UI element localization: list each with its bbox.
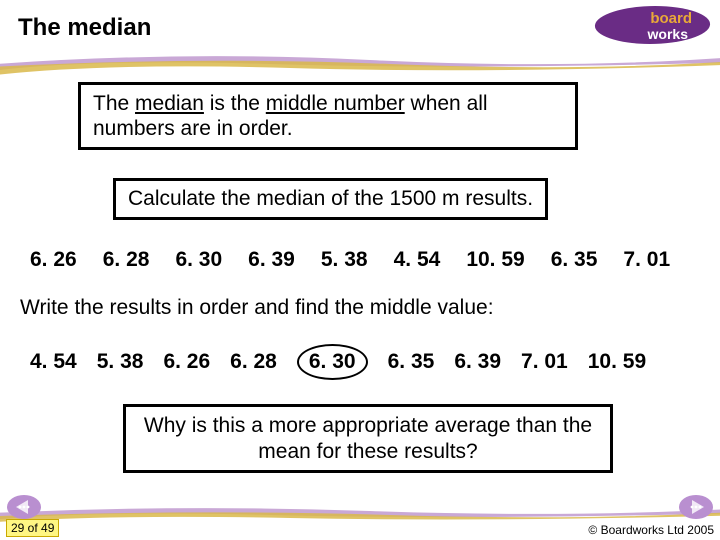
sorted-value: 7. 01	[521, 350, 568, 374]
unsorted-value: 6. 30	[175, 248, 222, 272]
unsorted-value: 10. 59	[466, 248, 524, 272]
instruction-text: Write the results in order and find the …	[20, 296, 702, 320]
sorted-value: 6. 26	[163, 350, 210, 374]
unsorted-row: 6. 26 6. 28 6. 30 6. 39 5. 38 4. 54 10. 59 6. 3…	[30, 248, 702, 272]
sorted-value: 10. 59	[588, 350, 646, 374]
copyright-text: © Boardworks Ltd 2005	[588, 523, 714, 537]
prompt-box: Calculate the median of the 1500 m resul…	[113, 178, 548, 220]
page-counter: 29 of 49	[6, 519, 59, 537]
unsorted-value: 5. 38	[321, 248, 368, 272]
unsorted-value: 6. 39	[248, 248, 295, 272]
median-value: 6. 30	[297, 344, 368, 380]
header: The median board works	[0, 0, 720, 60]
definition-box: The median is the middle number when all…	[78, 82, 578, 150]
sorted-value: 6. 35	[388, 350, 435, 374]
def-prefix: The	[93, 92, 135, 115]
footer: 29 of 49 © Boardworks Ltd 2005	[0, 504, 720, 540]
def-term: median	[135, 92, 204, 115]
sorted-row: 4. 54 5. 38 6. 26 6. 28 6. 30 6. 35 6. 39 7. 01…	[30, 344, 702, 380]
logo-sub: works	[648, 26, 688, 42]
prev-icon[interactable]	[6, 494, 42, 520]
page-title: The median	[18, 14, 151, 42]
unsorted-value: 7. 01	[623, 248, 670, 272]
logo: board works	[590, 6, 710, 48]
logo-text: board	[650, 10, 692, 27]
def-mid: is the	[204, 92, 266, 115]
def-emph: middle number	[266, 92, 405, 115]
footer-swoosh	[0, 504, 720, 524]
sorted-value: 6. 39	[454, 350, 501, 374]
logo-brand1: board	[650, 10, 692, 27]
unsorted-value: 6. 35	[551, 248, 598, 272]
sorted-value: 4. 54	[30, 350, 77, 374]
unsorted-value: 6. 26	[30, 248, 77, 272]
sorted-value: 6. 28	[230, 350, 277, 374]
sorted-value: 5. 38	[97, 350, 144, 374]
question-box: Why is this a more appropriate average t…	[123, 404, 613, 472]
unsorted-value: 6. 28	[103, 248, 150, 272]
unsorted-value: 4. 54	[394, 248, 441, 272]
content-area: The median is the middle number when all…	[0, 82, 720, 473]
header-swoosh	[0, 48, 720, 78]
next-icon[interactable]	[678, 494, 714, 520]
